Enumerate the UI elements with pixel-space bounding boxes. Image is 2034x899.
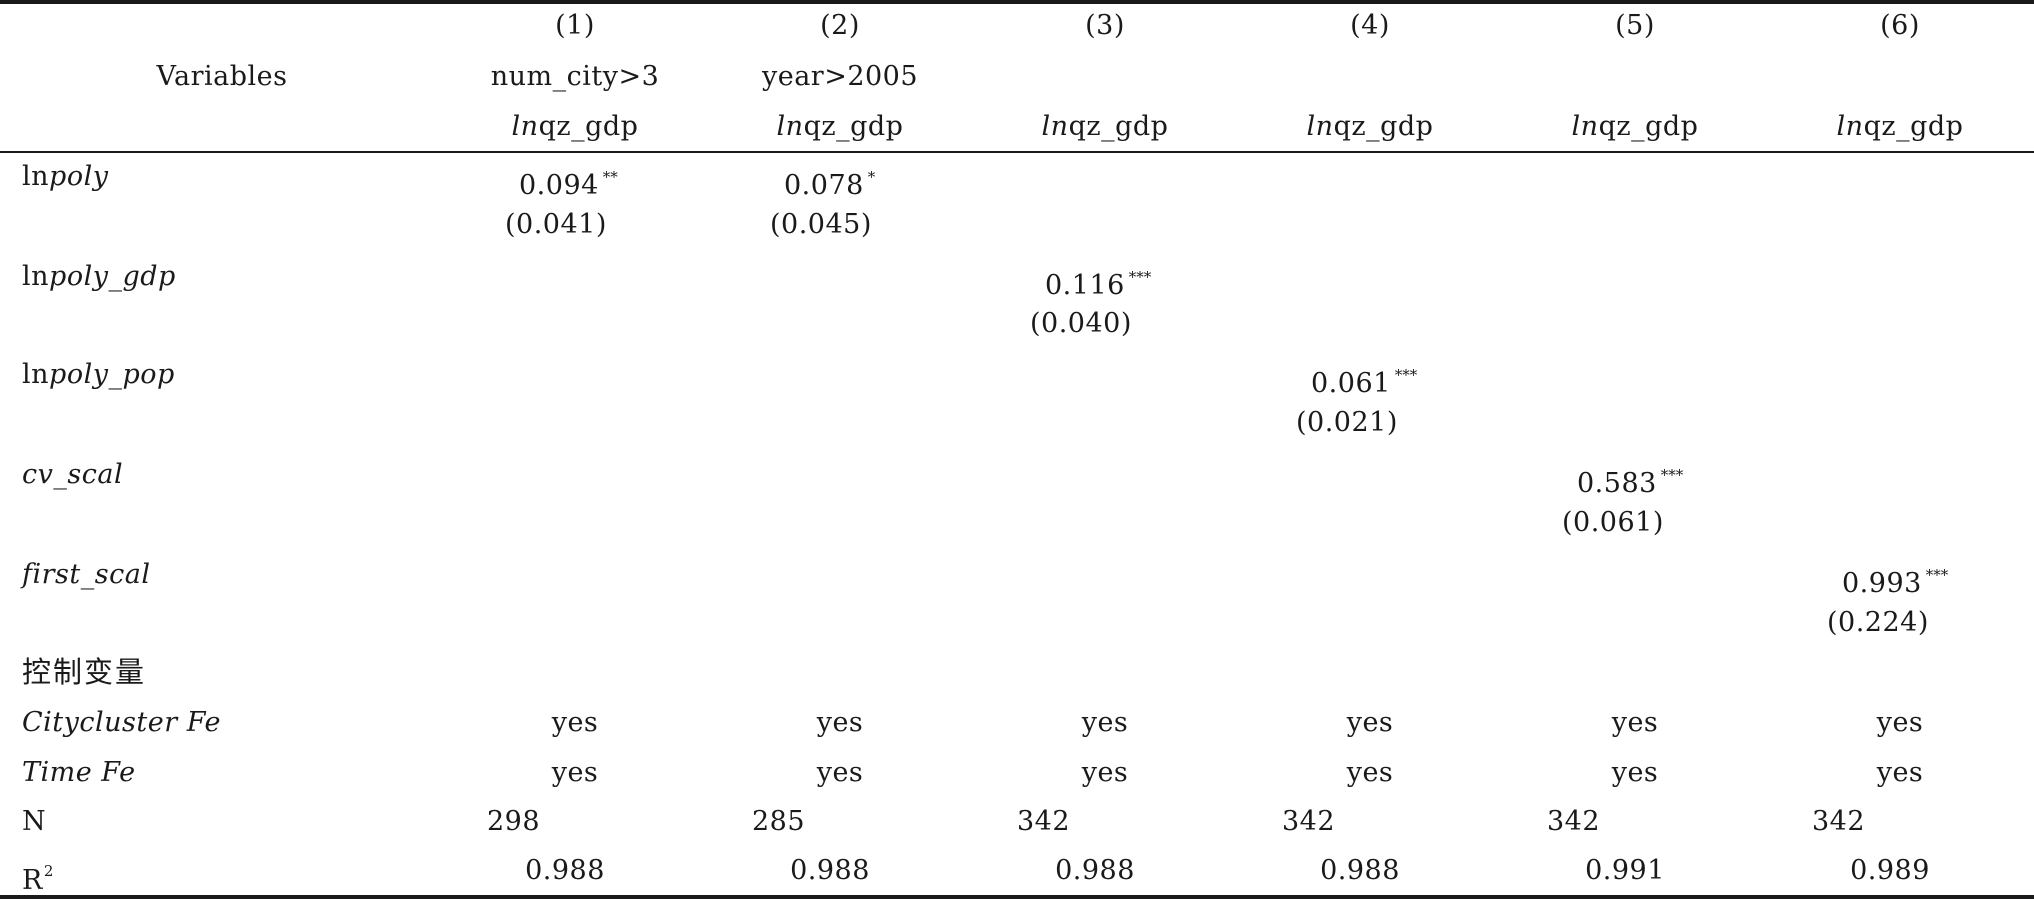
time-fe-6: yes bbox=[1876, 757, 1924, 788]
top-rule bbox=[0, 0, 2034, 4]
dep-var-3: lnqz_gdp bbox=[1041, 111, 1169, 142]
row-label-cv-scal: cv_scal bbox=[22, 459, 124, 490]
coef-cv-scal-5: 0.583 *** bbox=[1577, 466, 1684, 499]
col-number-4: (4) bbox=[1350, 10, 1390, 41]
time-fe-2: yes bbox=[816, 757, 864, 788]
se-cv-scal-5: (0.061) bbox=[1562, 507, 1664, 538]
row-label-r2: R2 bbox=[22, 862, 54, 896]
r2-6: 0.989 bbox=[1850, 855, 1930, 886]
dep-var-1: lnqz_gdp bbox=[511, 111, 639, 142]
se-first-scal-6: (0.224) bbox=[1827, 607, 1929, 638]
se-ln-poly-gdp-3: (0.040) bbox=[1030, 308, 1132, 339]
n-3: 342 bbox=[1017, 806, 1071, 837]
col-number-1: (1) bbox=[555, 10, 595, 41]
n-4: 342 bbox=[1282, 806, 1336, 837]
se-ln-poly-pop-4: (0.021) bbox=[1296, 407, 1398, 438]
row-label-ln-poly-gdp: lnpoly_gdp bbox=[22, 261, 176, 292]
subsample-1: num_city>3 bbox=[490, 61, 660, 92]
row-label-ln-poly-pop: lnpoly_pop bbox=[22, 359, 175, 390]
time-fe-1: yes bbox=[551, 757, 599, 788]
citycluster-fe-4: yes bbox=[1346, 707, 1394, 738]
citycluster-fe-5: yes bbox=[1611, 707, 1659, 738]
dep-var-5: lnqz_gdp bbox=[1571, 111, 1699, 142]
dep-var-2: lnqz_gdp bbox=[776, 111, 904, 142]
citycluster-fe-6: yes bbox=[1876, 707, 1924, 738]
coef-first-scal-6: 0.993 *** bbox=[1842, 566, 1949, 599]
time-fe-4: yes bbox=[1346, 757, 1394, 788]
r2-1: 0.988 bbox=[525, 855, 605, 886]
r2-4: 0.988 bbox=[1320, 855, 1400, 886]
controls-label: 控制变量 bbox=[22, 655, 147, 689]
se-ln-poly-2: (0.045) bbox=[770, 209, 872, 240]
time-fe-5: yes bbox=[1611, 757, 1659, 788]
time-fe-3: yes bbox=[1081, 757, 1129, 788]
n-1: 298 bbox=[487, 806, 541, 837]
row-label-first-scal: first_scal bbox=[22, 559, 151, 590]
row-label-n: N bbox=[22, 806, 47, 837]
se-ln-poly-1: (0.041) bbox=[505, 209, 607, 240]
header-rule bbox=[0, 151, 2034, 153]
col-number-2: (2) bbox=[820, 10, 860, 41]
variables-header: Variables bbox=[156, 61, 288, 92]
row-label-citycluster-fe: Citycluster Fe bbox=[22, 707, 221, 738]
coef-ln-poly-gdp-3: 0.116 *** bbox=[1045, 268, 1152, 301]
col-number-5: (5) bbox=[1615, 10, 1655, 41]
row-label-time-fe: Time Fe bbox=[22, 757, 136, 788]
citycluster-fe-2: yes bbox=[816, 707, 864, 738]
bottom-rule bbox=[0, 895, 2034, 899]
coef-ln-poly-pop-4: 0.061 *** bbox=[1311, 366, 1418, 399]
col-number-6: (6) bbox=[1880, 10, 1920, 41]
coef-ln-poly-2: 0.078 * bbox=[784, 168, 876, 201]
r2-2: 0.988 bbox=[790, 855, 870, 886]
dep-var-6: lnqz_gdp bbox=[1836, 111, 1964, 142]
subsample-2: year>2005 bbox=[761, 61, 919, 92]
n-2: 285 bbox=[752, 806, 806, 837]
citycluster-fe-1: yes bbox=[551, 707, 599, 738]
citycluster-fe-3: yes bbox=[1081, 707, 1129, 738]
n-6: 342 bbox=[1812, 806, 1866, 837]
n-5: 342 bbox=[1547, 806, 1601, 837]
r2-3: 0.988 bbox=[1055, 855, 1135, 886]
dep-var-4: lnqz_gdp bbox=[1306, 111, 1434, 142]
coef-ln-poly-1: 0.094 ** bbox=[519, 168, 618, 201]
row-label-ln-poly: lnpoly bbox=[22, 161, 109, 192]
col-number-3: (3) bbox=[1085, 10, 1125, 41]
r2-5: 0.991 bbox=[1585, 855, 1665, 886]
